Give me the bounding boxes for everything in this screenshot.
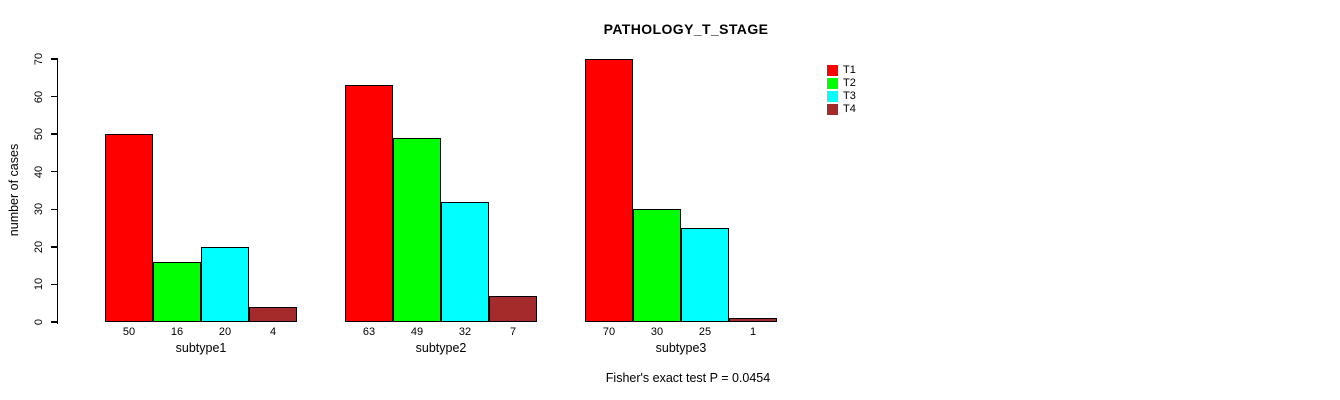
y-tick-label: 60 [33,90,45,103]
bar-t1-subtype1 [105,134,153,322]
bar-t2-subtype3 [633,209,681,322]
bar-value-label: 20 [218,326,232,338]
bar-t3-subtype2 [441,202,489,322]
y-tick-label: 70 [33,52,45,66]
legend-swatch-t2 [827,78,838,89]
legend-label-t3: T3 [843,90,856,102]
y-tick-mark [50,133,58,135]
chart-title: PATHOLOGY_T_STAGE [603,21,769,37]
legend-label-t1: T1 [843,64,856,76]
y-tick-mark [50,170,58,173]
y-tick-mark [50,208,58,211]
y-tick-label: 40 [33,165,45,178]
y-tick-label: 0 [33,318,45,326]
bar-value-label: 32 [458,326,472,338]
y-tick-label: 20 [33,240,45,253]
y-tick-label: 10 [33,278,45,291]
y-tick-mark [50,321,58,323]
legend-label-t2: T2 [843,77,856,89]
x-category-label-subtype2: subtype2 [415,341,467,355]
bar-t1-subtype2 [345,85,393,322]
y-tick-label: 50 [33,128,45,141]
y-tick-mark [50,58,58,60]
bar-t3-subtype1 [201,247,249,322]
x-category-label-subtype1: subtype1 [175,341,227,355]
bar-value-label: 7 [509,326,517,338]
legend-swatch-t3 [827,91,838,102]
bar-value-label: 30 [650,326,664,338]
y-tick-label: 30 [33,203,45,216]
bar-t2-subtype1 [153,262,201,322]
bar-value-label: 49 [410,326,424,338]
legend-swatch-t4 [827,104,838,115]
bar-t4-subtype2 [489,296,537,322]
bar-t4-subtype1 [249,307,297,322]
bar-value-label: 1 [749,326,757,338]
bar-t3-subtype3 [681,228,729,322]
bar-value-label: 50 [122,326,136,338]
bar-value-label: 4 [269,326,277,338]
bar-t4-subtype3 [729,318,777,322]
legend-label-t4: T4 [843,103,856,115]
bar-value-label: 25 [698,326,712,338]
y-tick-mark [50,246,58,248]
x-category-label-subtype3: subtype3 [655,341,707,355]
bar-t1-subtype3 [585,59,633,322]
bar-value-label: 70 [602,326,616,338]
annotation-text: Fisher's exact test P = 0.0454 [605,371,771,385]
bar-t2-subtype2 [393,138,441,322]
legend-swatch-t1 [827,65,838,76]
bar-value-label: 16 [170,326,184,338]
y-tick-mark [50,283,58,286]
bar-value-label: 63 [362,326,376,338]
y-tick-mark [50,95,58,98]
y-axis-line [56,59,58,324]
